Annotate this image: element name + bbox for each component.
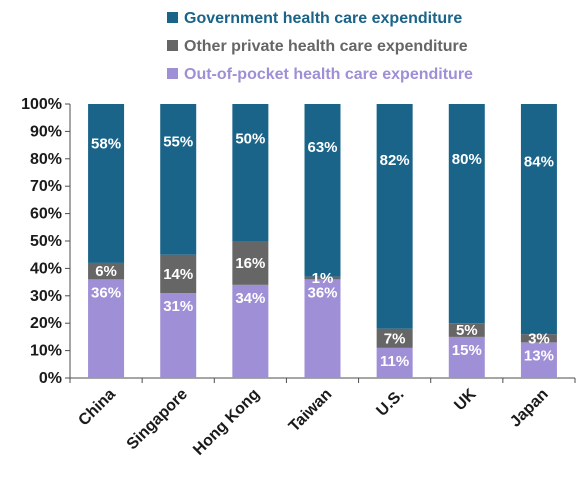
y-tick-label: 70% xyxy=(30,178,62,195)
data-label: 36% xyxy=(91,284,121,301)
bar-segment xyxy=(520,104,557,335)
data-label: 34% xyxy=(235,290,265,307)
y-tick-label: 40% xyxy=(30,260,62,277)
bar-segment xyxy=(376,347,413,378)
x-tick-label: China xyxy=(75,386,119,430)
data-label: 1% xyxy=(312,270,334,287)
bar-segment xyxy=(160,104,197,255)
bar-segment xyxy=(232,241,269,285)
bar-segment xyxy=(232,104,269,241)
legend-swatch xyxy=(167,68,178,79)
legend-label: Out-of-pocket health care expenditure xyxy=(184,66,473,83)
y-tick-label: 10% xyxy=(30,343,62,360)
data-label: 50% xyxy=(235,130,265,147)
bar-segment xyxy=(376,328,413,348)
data-label: 31% xyxy=(163,298,193,315)
x-tick-label: U.S. xyxy=(373,386,407,420)
data-label: 16% xyxy=(235,255,265,272)
data-label: 80% xyxy=(452,151,482,168)
x-tick-label: UK xyxy=(451,385,480,414)
data-label: 36% xyxy=(307,284,337,301)
data-label: 13% xyxy=(524,347,554,364)
data-label: 58% xyxy=(91,136,121,153)
x-tick-label: Japan xyxy=(507,386,552,431)
data-label: 14% xyxy=(163,266,193,283)
bar-segment xyxy=(88,279,125,378)
data-label: 82% xyxy=(380,152,410,169)
y-tick-label: 90% xyxy=(30,123,62,140)
y-tick-label: 60% xyxy=(30,206,62,223)
bar-segment xyxy=(88,262,125,280)
legend-label: Other private health care expenditure xyxy=(184,38,468,55)
y-tick-label: 50% xyxy=(30,233,62,250)
bar-segment xyxy=(304,279,341,378)
data-label: 55% xyxy=(163,134,193,151)
x-tick-label: Taiwan xyxy=(286,386,336,436)
data-label: 84% xyxy=(524,154,554,171)
data-label: 6% xyxy=(95,263,117,280)
bar-segment xyxy=(448,104,485,324)
bar-segment xyxy=(520,342,557,378)
bar-segment xyxy=(304,104,341,277)
legend-swatch xyxy=(167,12,178,23)
y-tick-label: 80% xyxy=(30,151,62,168)
bar-segment xyxy=(448,336,485,378)
bar-segment xyxy=(304,276,341,280)
data-label: 63% xyxy=(307,139,337,156)
legend-label: Government health care expenditure xyxy=(184,10,462,27)
data-label: 15% xyxy=(452,342,482,359)
data-label: 7% xyxy=(384,330,406,347)
data-label: 5% xyxy=(456,322,478,339)
bar-segment xyxy=(160,254,197,294)
data-labels: 36%6%58%31%14%55%34%16%50%36%1%63%11%7%8… xyxy=(91,130,554,370)
x-tick-label: Singapore xyxy=(124,386,191,453)
legend: Government health care expenditure Other … xyxy=(167,10,473,83)
bar-segment xyxy=(232,284,269,378)
y-tick-label: 30% xyxy=(30,288,62,305)
y-tick-label: 100% xyxy=(21,96,62,113)
bar-segment xyxy=(448,323,485,337)
bar-segment xyxy=(88,104,125,263)
bars xyxy=(88,104,557,378)
data-label: 11% xyxy=(380,353,409,370)
legend-swatch xyxy=(167,40,178,51)
bar-segment xyxy=(376,104,413,329)
bar-segment xyxy=(520,334,557,343)
x-tick-label: Hong Kong xyxy=(190,386,263,459)
y-tick-label: 0% xyxy=(39,370,62,387)
data-label: 3% xyxy=(528,330,550,347)
bar-segment xyxy=(160,293,197,378)
y-tick-label: 20% xyxy=(30,315,62,332)
